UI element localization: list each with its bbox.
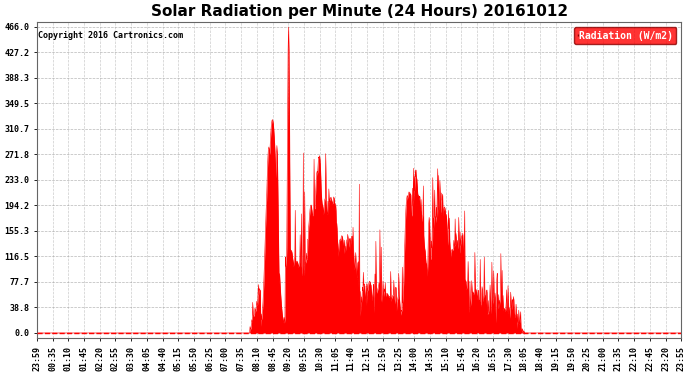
Legend: Radiation (W/m2): Radiation (W/m2) — [573, 27, 676, 44]
Text: Copyright 2016 Cartronics.com: Copyright 2016 Cartronics.com — [38, 31, 183, 40]
Title: Solar Radiation per Minute (24 Hours) 20161012: Solar Radiation per Minute (24 Hours) 20… — [150, 4, 568, 19]
